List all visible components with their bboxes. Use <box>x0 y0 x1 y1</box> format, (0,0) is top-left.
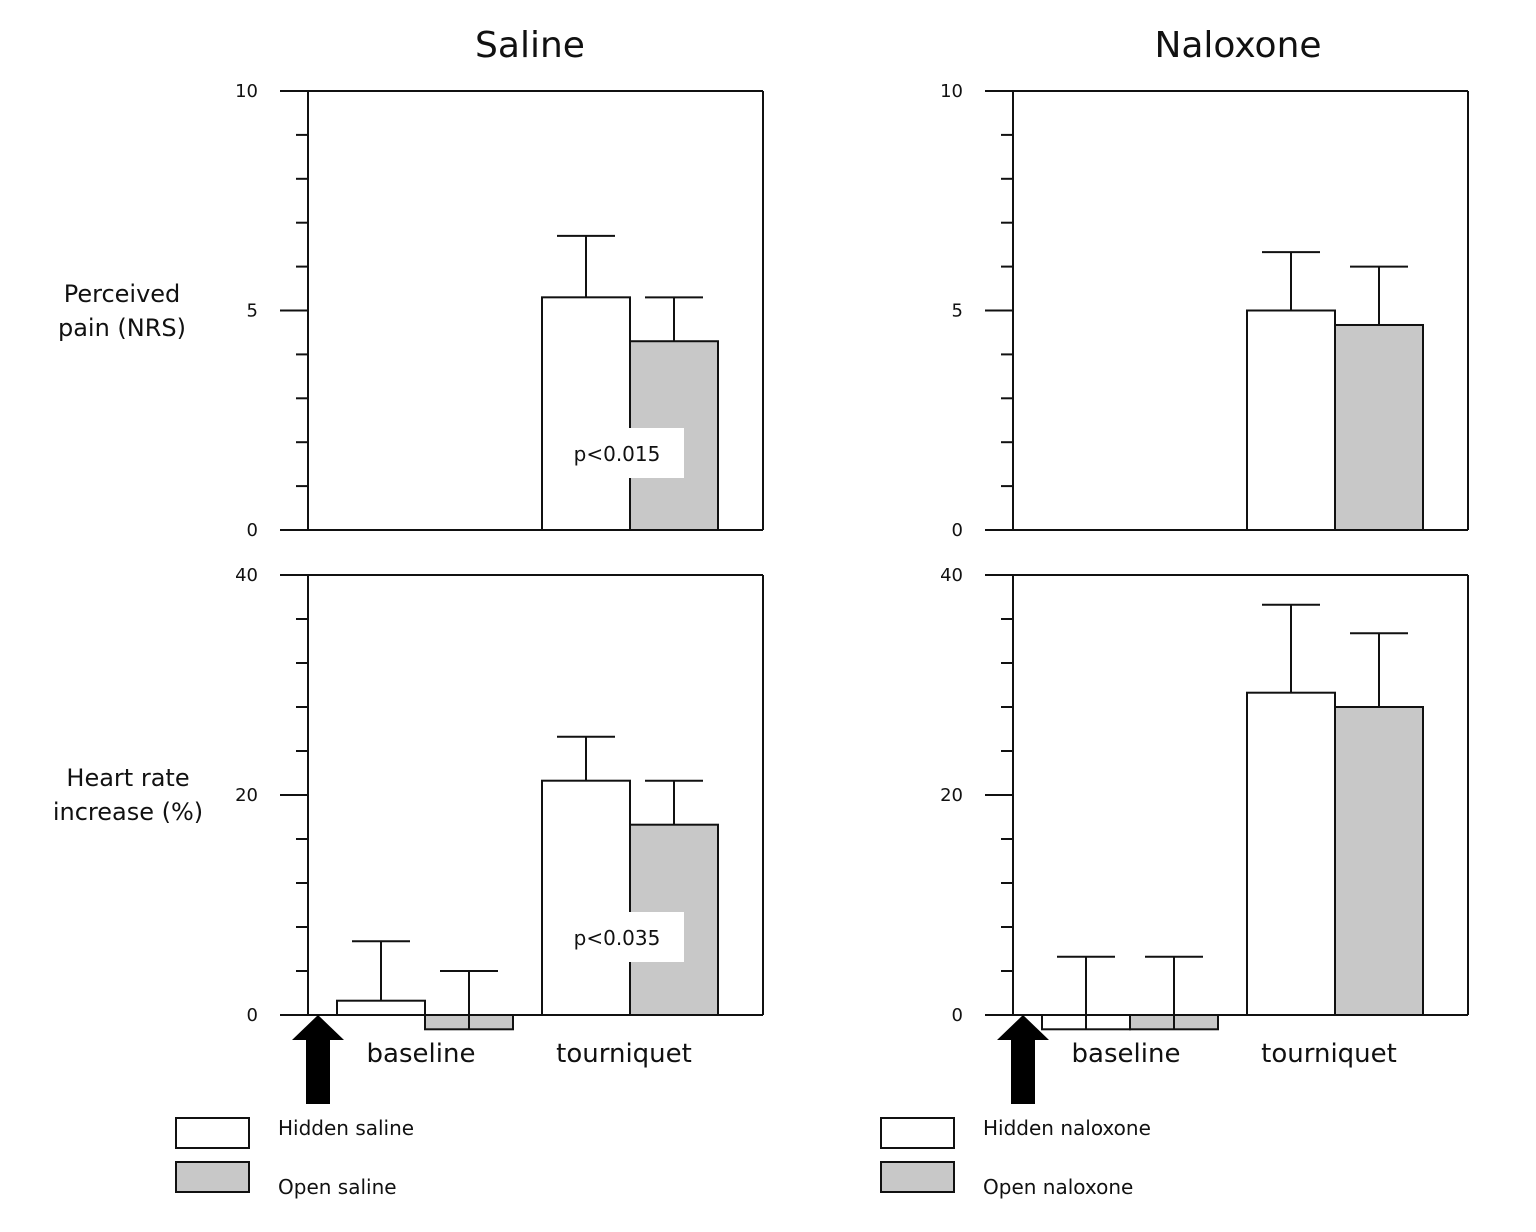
legend-label: Hidden saline <box>278 1116 414 1140</box>
panel-title: Saline <box>475 25 585 66</box>
y-tick-label: 0 <box>247 1005 258 1026</box>
bar <box>541 779 631 1017</box>
category-label: baseline <box>367 1039 476 1069</box>
y-tick-label: 20 <box>235 785 258 806</box>
annotation-box <box>556 428 684 478</box>
bar <box>541 296 631 531</box>
legend-label: Hidden naloxone <box>983 1116 1151 1140</box>
y-axis-label: Heart rate <box>66 764 189 792</box>
legend-label: Open naloxone <box>983 1175 1133 1199</box>
y-tick-label: 5 <box>952 301 963 322</box>
bar <box>1334 706 1424 1016</box>
legend-swatch <box>175 1117 250 1149</box>
y-tick-label: 40 <box>235 565 258 586</box>
legend-swatch <box>880 1117 955 1149</box>
category-label: tourniquet <box>1261 1039 1397 1069</box>
bar <box>1334 323 1424 531</box>
y-tick-label: 0 <box>247 520 258 541</box>
y-tick-label: 10 <box>940 81 963 102</box>
p-value-annotation: p<0.035 <box>574 926 661 950</box>
y-tick-label: 10 <box>235 81 258 102</box>
legend-label: Open saline <box>278 1175 397 1199</box>
legend-swatch <box>880 1161 955 1193</box>
up-arrow-icon <box>997 1015 1049 1104</box>
category-label: baseline <box>1072 1039 1181 1069</box>
bar <box>1246 691 1336 1016</box>
panel-title: Naloxone <box>1154 25 1321 66</box>
y-axis-label: increase (%) <box>53 798 203 826</box>
bar <box>336 999 426 1017</box>
y-tick-label: 5 <box>247 301 258 322</box>
category-label: tourniquet <box>556 1039 692 1069</box>
y-tick-label: 40 <box>940 565 963 586</box>
p-value-annotation: p<0.015 <box>574 442 661 466</box>
bar <box>1246 309 1336 531</box>
y-axis-label: pain (NRS) <box>58 314 186 342</box>
y-axis-label: Perceived <box>64 280 181 308</box>
y-tick-label: 20 <box>940 785 963 806</box>
annotation-box <box>556 912 684 962</box>
y-tick-label: 0 <box>952 1005 963 1026</box>
y-tick-label: 0 <box>952 520 963 541</box>
legend-swatch <box>175 1161 250 1193</box>
up-arrow-icon <box>292 1015 344 1104</box>
